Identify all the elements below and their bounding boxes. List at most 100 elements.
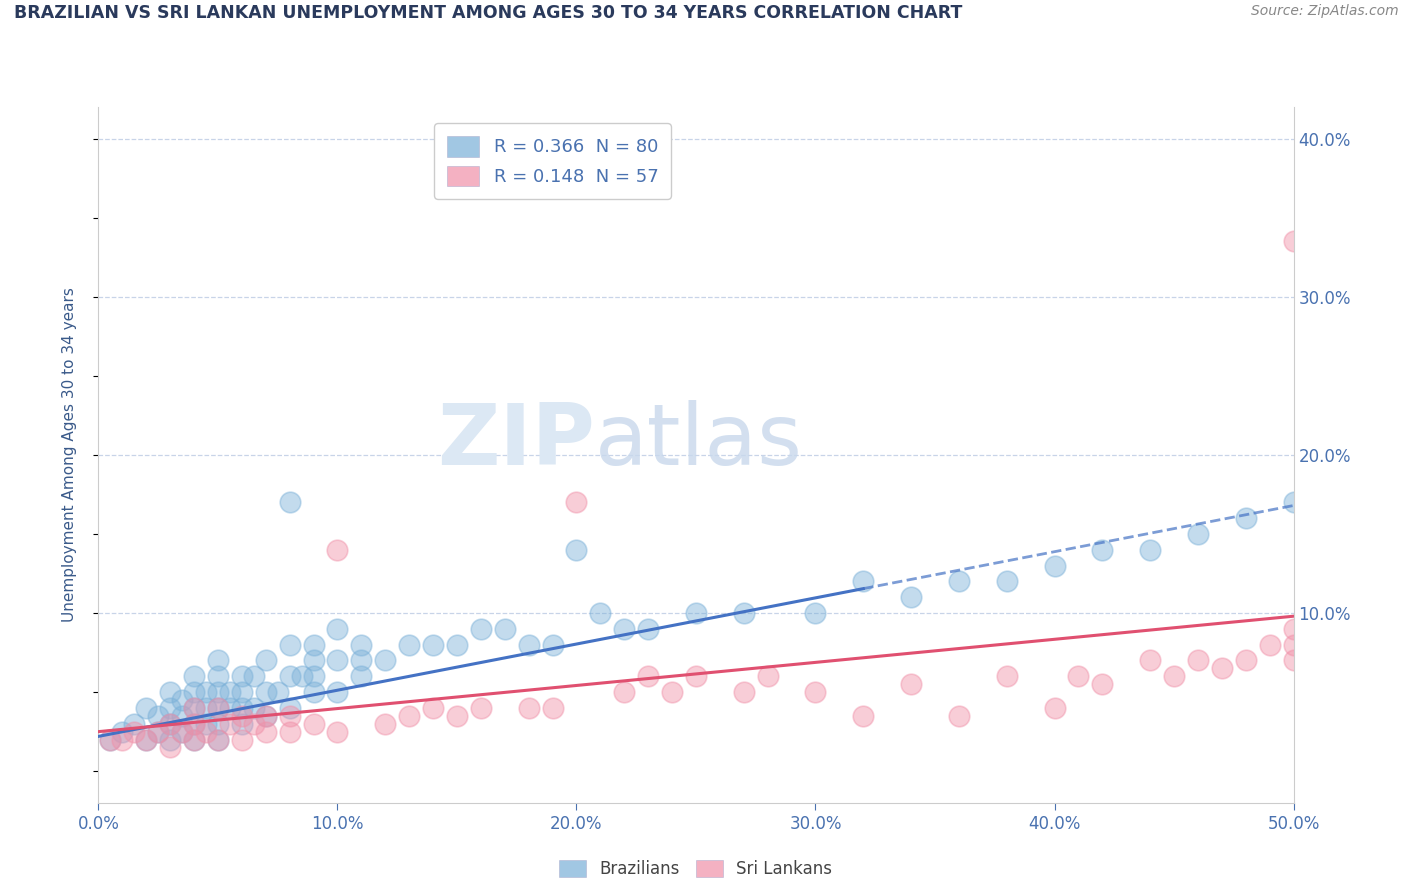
Point [183,716,205,731]
Legend: Brazilians, Sri Lankans: Brazilians, Sri Lankans [553,854,839,885]
Point [1211,661,1233,675]
Point [302,653,325,667]
Point [1234,653,1257,667]
Point [159,716,181,731]
Point [804,606,827,620]
Point [148,724,170,739]
Point [231,732,253,747]
Y-axis label: Unemployment Among Ages 30 to 34 years: Unemployment Among Ages 30 to 34 years [62,287,77,623]
Point [278,708,301,723]
Point [148,708,170,723]
Point [159,701,181,715]
Point [302,669,325,683]
Point [183,701,205,715]
Point [995,574,1018,589]
Point [637,622,659,636]
Text: BRAZILIAN VS SRI LANKAN UNEMPLOYMENT AMONG AGES 30 TO 34 YEARS CORRELATION CHART: BRAZILIAN VS SRI LANKAN UNEMPLOYMENT AMO… [14,4,963,22]
Point [231,669,253,683]
Point [148,724,170,739]
Point [1282,235,1305,249]
Point [254,708,277,723]
Text: Source: ZipAtlas.com: Source: ZipAtlas.com [1251,4,1399,19]
Point [852,574,875,589]
Point [207,701,229,715]
Point [494,622,516,636]
Point [98,732,122,747]
Point [1282,638,1305,652]
Point [1258,638,1281,652]
Point [302,685,325,699]
Point [243,716,266,731]
Point [1043,701,1066,715]
Point [541,701,564,715]
Point [135,732,157,747]
Point [398,638,420,652]
Point [804,685,827,699]
Point [159,732,181,747]
Point [350,669,373,683]
Point [422,701,444,715]
Point [135,732,157,747]
Point [900,591,922,605]
Point [231,685,253,699]
Point [207,732,229,747]
Point [183,669,205,683]
Point [326,685,349,699]
Point [291,669,314,683]
Point [278,495,301,509]
Point [254,708,277,723]
Point [326,653,349,667]
Point [637,669,659,683]
Point [565,495,588,509]
Point [194,716,218,731]
Point [1091,542,1114,557]
Point [172,724,194,739]
Point [1091,677,1114,691]
Point [172,708,194,723]
Point [948,574,970,589]
Point [207,701,229,715]
Point [207,716,229,731]
Point [565,542,588,557]
Point [231,708,253,723]
Point [278,701,301,715]
Point [98,732,122,747]
Point [207,732,229,747]
Point [159,685,181,699]
Point [1187,527,1209,541]
Point [183,732,205,747]
Point [302,638,325,652]
Point [219,716,242,731]
Point [278,724,301,739]
Point [1282,495,1305,509]
Point [470,701,492,715]
Point [243,701,266,715]
Point [852,708,875,723]
Point [254,685,277,699]
Point [661,685,683,699]
Point [517,701,540,715]
Point [194,724,218,739]
Point [374,653,396,667]
Point [733,685,755,699]
Point [422,638,444,652]
Point [1234,511,1257,525]
Point [183,716,205,731]
Point [685,606,707,620]
Point [350,653,373,667]
Point [1043,558,1066,573]
Point [1139,653,1161,667]
Point [948,708,970,723]
Point [517,638,540,652]
Point [183,732,205,747]
Point [207,669,229,683]
Point [243,669,266,683]
Point [172,693,194,707]
Point [183,685,205,699]
Point [589,606,612,620]
Point [1139,542,1161,557]
Point [207,653,229,667]
Point [1163,669,1185,683]
Text: ZIP: ZIP [437,400,595,483]
Point [326,724,349,739]
